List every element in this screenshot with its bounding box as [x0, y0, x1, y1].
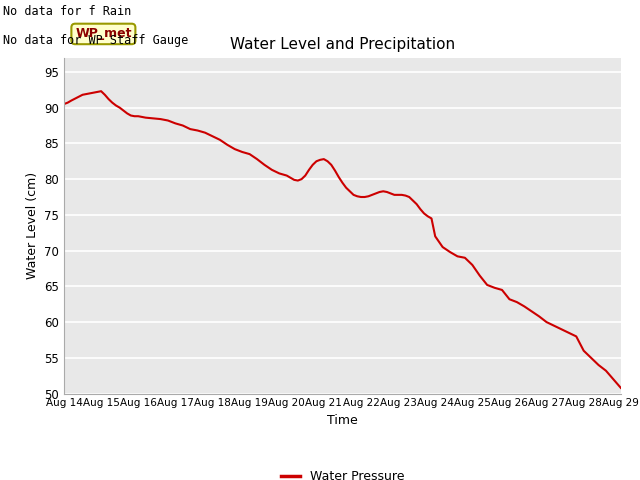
Text: No data for WP Staff Gauge: No data for WP Staff Gauge: [3, 34, 188, 47]
X-axis label: Time: Time: [327, 414, 358, 427]
Legend: Water Pressure: Water Pressure: [276, 465, 409, 480]
Title: Water Level and Precipitation: Water Level and Precipitation: [230, 37, 455, 52]
Text: WP_met: WP_met: [75, 27, 132, 40]
Y-axis label: Water Level (cm): Water Level (cm): [26, 172, 38, 279]
Text: No data for f Rain: No data for f Rain: [3, 5, 131, 18]
